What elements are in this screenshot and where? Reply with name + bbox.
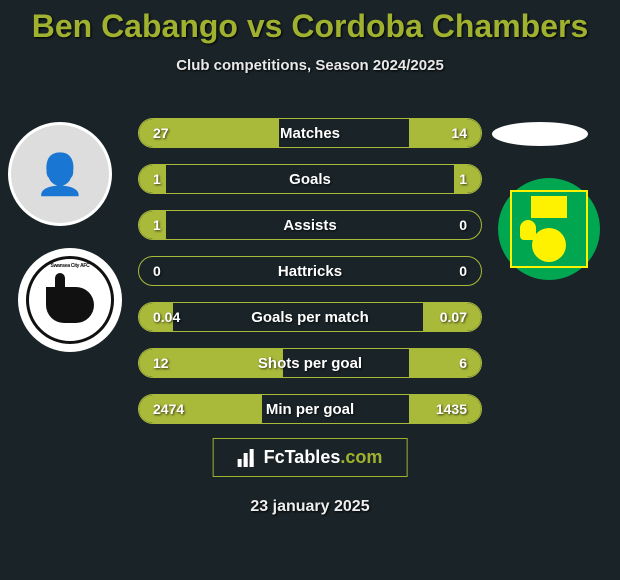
club-logo-left: Swansea City AFC	[18, 248, 122, 352]
stat-value-right: 14	[451, 125, 467, 141]
stat-row: 0Hattricks0	[138, 256, 482, 286]
stat-label: Matches	[139, 125, 481, 142]
brand-suffix: .com	[340, 447, 382, 467]
stat-label: Shots per goal	[139, 355, 481, 372]
branding-badge: FcTables.com	[213, 438, 408, 477]
page-title: Ben Cabango vs Cordoba Chambers	[0, 0, 620, 45]
stat-value-right: 1	[459, 171, 467, 187]
brand-name: FcTables	[264, 447, 341, 467]
stat-label: Assists	[139, 217, 481, 234]
bars-icon	[238, 449, 258, 467]
stat-row: 27Matches14	[138, 118, 482, 148]
stat-row: 0.04Goals per match0.07	[138, 302, 482, 332]
stat-row: 1Assists0	[138, 210, 482, 240]
stat-row: 2474Min per goal1435	[138, 394, 482, 424]
club-logo-right	[498, 178, 600, 280]
stat-value-right: 0	[459, 217, 467, 233]
player-right-photo	[492, 122, 588, 146]
stat-label: Goals per match	[139, 309, 481, 326]
norwich-logo-icon	[510, 190, 588, 268]
stat-label: Goals	[139, 171, 481, 188]
swansea-logo-icon: Swansea City AFC	[26, 256, 114, 344]
stat-value-right: 0.07	[440, 309, 467, 325]
stat-value-right: 0	[459, 263, 467, 279]
stat-value-right: 6	[459, 355, 467, 371]
date-line: 23 january 2025	[0, 498, 620, 516]
stat-row: 12Shots per goal6	[138, 348, 482, 378]
stat-row: 1Goals1	[138, 164, 482, 194]
stat-label: Min per goal	[139, 401, 481, 418]
person-icon: 👤	[35, 151, 85, 198]
page-subtitle: Club competitions, Season 2024/2025	[0, 57, 620, 74]
swansea-text: Swansea City AFC	[51, 263, 90, 269]
stat-label: Hattricks	[139, 263, 481, 280]
player-left-photo: 👤	[8, 122, 112, 226]
stat-value-right: 1435	[436, 401, 467, 417]
stats-comparison: 27Matches141Goals11Assists00Hattricks00.…	[138, 118, 482, 440]
